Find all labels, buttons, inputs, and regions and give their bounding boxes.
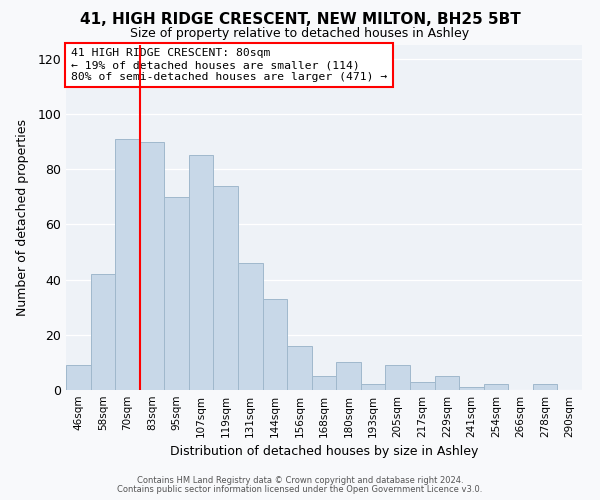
Bar bbox=[385, 365, 410, 390]
Bar bbox=[336, 362, 361, 390]
Bar bbox=[164, 197, 189, 390]
Bar bbox=[361, 384, 385, 390]
Text: Contains HM Land Registry data © Crown copyright and database right 2024.: Contains HM Land Registry data © Crown c… bbox=[137, 476, 463, 485]
Bar bbox=[533, 384, 557, 390]
Bar bbox=[140, 142, 164, 390]
Bar bbox=[115, 139, 140, 390]
Text: 41 HIGH RIDGE CRESCENT: 80sqm
← 19% of detached houses are smaller (114)
80% of : 41 HIGH RIDGE CRESCENT: 80sqm ← 19% of d… bbox=[71, 48, 388, 82]
Bar bbox=[214, 186, 238, 390]
Bar bbox=[459, 387, 484, 390]
Bar bbox=[238, 263, 263, 390]
Text: Size of property relative to detached houses in Ashley: Size of property relative to detached ho… bbox=[130, 28, 470, 40]
Y-axis label: Number of detached properties: Number of detached properties bbox=[16, 119, 29, 316]
Bar bbox=[189, 156, 214, 390]
Text: 41, HIGH RIDGE CRESCENT, NEW MILTON, BH25 5BT: 41, HIGH RIDGE CRESCENT, NEW MILTON, BH2… bbox=[80, 12, 520, 28]
X-axis label: Distribution of detached houses by size in Ashley: Distribution of detached houses by size … bbox=[170, 446, 478, 458]
Bar bbox=[66, 365, 91, 390]
Bar bbox=[312, 376, 336, 390]
Bar bbox=[91, 274, 115, 390]
Bar bbox=[484, 384, 508, 390]
Bar bbox=[263, 299, 287, 390]
Bar bbox=[434, 376, 459, 390]
Bar bbox=[287, 346, 312, 390]
Bar bbox=[410, 382, 434, 390]
Text: Contains public sector information licensed under the Open Government Licence v3: Contains public sector information licen… bbox=[118, 485, 482, 494]
